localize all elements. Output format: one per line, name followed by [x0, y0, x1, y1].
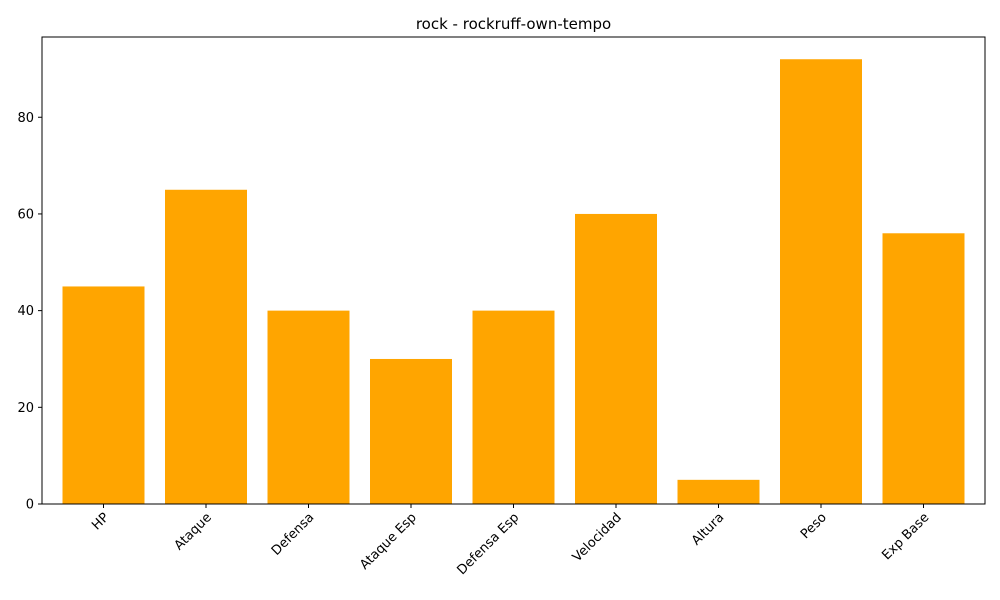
- x-tick-label: HP: [89, 510, 112, 533]
- bars-group: [62, 59, 965, 505]
- x-tick-label: Defensa: [269, 510, 317, 558]
- x-tick-label: Velocidad: [570, 510, 625, 565]
- x-tick-label: Ataque: [172, 510, 215, 553]
- x-tick-label: Defensa Esp: [454, 510, 522, 578]
- bar-ataque-esp: [370, 358, 452, 504]
- x-tick-label: Peso: [798, 510, 830, 542]
- bar-hp: [62, 286, 145, 504]
- bar-altura: [677, 479, 760, 504]
- bar-defensa: [267, 310, 350, 504]
- x-tick-label: Exp Base: [879, 510, 932, 563]
- y-axis: 0 20 40 60 80: [17, 111, 42, 513]
- plot-frame: [41, 36, 986, 505]
- bar-ataque: [165, 189, 247, 504]
- bar-velocidad: [575, 213, 657, 505]
- bar-peso: [780, 59, 862, 504]
- y-tick-label: 60: [17, 207, 34, 222]
- bar-exp-base: [882, 233, 965, 504]
- y-tick-label: 80: [17, 111, 34, 126]
- chart-title: rock - rockruff-own-tempo: [416, 15, 611, 33]
- y-tick-label: 20: [17, 401, 34, 416]
- bar-defensa-esp: [472, 310, 555, 504]
- y-tick-label: 0: [26, 498, 34, 513]
- x-axis: HP Ataque Defensa Ataque Esp Defensa Esp Velo…: [89, 504, 932, 578]
- x-tick-label: Ataque Esp: [357, 510, 420, 573]
- y-tick-label: 40: [17, 304, 34, 319]
- x-tick-label: Altura: [689, 510, 727, 548]
